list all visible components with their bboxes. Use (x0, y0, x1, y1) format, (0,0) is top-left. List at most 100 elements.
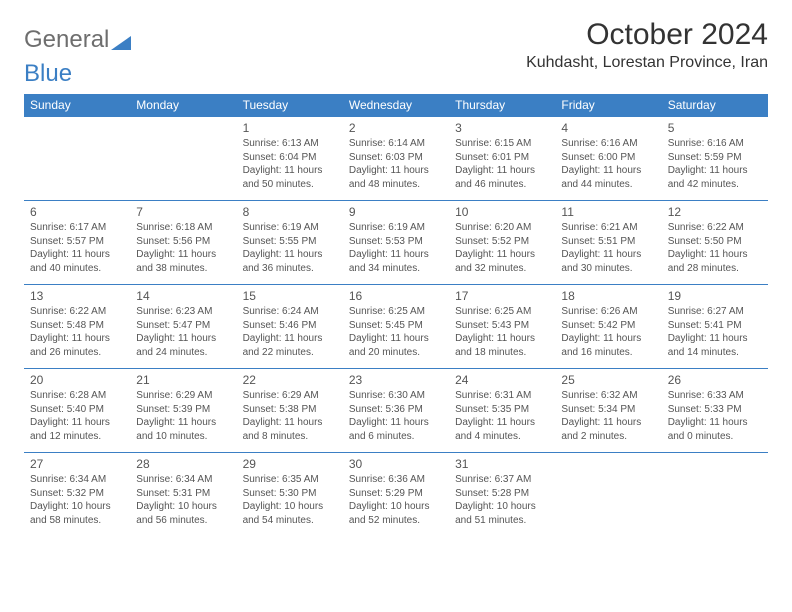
calendar-day-cell: 19Sunrise: 6:27 AMSunset: 5:41 PMDayligh… (662, 285, 768, 369)
calendar-day-cell: 6Sunrise: 6:17 AMSunset: 5:57 PMDaylight… (24, 201, 130, 285)
sunset-text: Sunset: 5:42 PM (561, 319, 655, 333)
sunset-text: Sunset: 5:52 PM (455, 235, 549, 249)
sunset-text: Sunset: 5:40 PM (30, 403, 124, 417)
sunset-text: Sunset: 5:41 PM (668, 319, 762, 333)
daylight-text: and 38 minutes. (136, 262, 230, 276)
day-number: 20 (30, 372, 124, 388)
day-number: 25 (561, 372, 655, 388)
sunset-text: Sunset: 5:59 PM (668, 151, 762, 165)
sunset-text: Sunset: 5:29 PM (349, 487, 443, 501)
calendar-day-cell: 27Sunrise: 6:34 AMSunset: 5:32 PMDayligh… (24, 453, 130, 537)
sunrise-text: Sunrise: 6:37 AM (455, 473, 549, 487)
sunrise-text: Sunrise: 6:28 AM (30, 389, 124, 403)
daylight-text: and 54 minutes. (243, 514, 337, 528)
title-block: October 2024 Kuhdasht, Lorestan Province… (526, 18, 768, 72)
calendar-day-cell: 3Sunrise: 6:15 AMSunset: 6:01 PMDaylight… (449, 117, 555, 201)
daylight-text: and 36 minutes. (243, 262, 337, 276)
sunrise-text: Sunrise: 6:18 AM (136, 221, 230, 235)
sunrise-text: Sunrise: 6:20 AM (455, 221, 549, 235)
sunset-text: Sunset: 5:51 PM (561, 235, 655, 249)
sunset-text: Sunset: 5:36 PM (349, 403, 443, 417)
day-number: 1 (243, 120, 337, 136)
day-header: Sunday (24, 94, 130, 117)
day-number: 18 (561, 288, 655, 304)
daylight-text: and 48 minutes. (349, 178, 443, 192)
day-number: 30 (349, 456, 443, 472)
day-number: 11 (561, 204, 655, 220)
daylight-text: Daylight: 10 hours (455, 500, 549, 514)
day-number: 6 (30, 204, 124, 220)
sunrise-text: Sunrise: 6:30 AM (349, 389, 443, 403)
calendar-day-cell: 9Sunrise: 6:19 AMSunset: 5:53 PMDaylight… (343, 201, 449, 285)
daylight-text: and 10 minutes. (136, 430, 230, 444)
daylight-text: and 22 minutes. (243, 346, 337, 360)
daylight-text: Daylight: 11 hours (561, 164, 655, 178)
daylight-text: Daylight: 11 hours (243, 332, 337, 346)
daylight-text: Daylight: 11 hours (455, 332, 549, 346)
calendar-day-cell: 17Sunrise: 6:25 AMSunset: 5:43 PMDayligh… (449, 285, 555, 369)
sunrise-text: Sunrise: 6:33 AM (668, 389, 762, 403)
daylight-text: Daylight: 11 hours (136, 416, 230, 430)
sunset-text: Sunset: 5:38 PM (243, 403, 337, 417)
daylight-text: and 18 minutes. (455, 346, 549, 360)
sunrise-text: Sunrise: 6:24 AM (243, 305, 337, 319)
calendar-day-cell: 23Sunrise: 6:30 AMSunset: 5:36 PMDayligh… (343, 369, 449, 453)
month-title: October 2024 (526, 18, 768, 52)
sunset-text: Sunset: 5:55 PM (243, 235, 337, 249)
calendar-day-cell: 30Sunrise: 6:36 AMSunset: 5:29 PMDayligh… (343, 453, 449, 537)
sunset-text: Sunset: 5:56 PM (136, 235, 230, 249)
sunset-text: Sunset: 5:33 PM (668, 403, 762, 417)
daylight-text: Daylight: 11 hours (30, 332, 124, 346)
day-number: 13 (30, 288, 124, 304)
sunset-text: Sunset: 5:43 PM (455, 319, 549, 333)
sunset-text: Sunset: 6:00 PM (561, 151, 655, 165)
calendar-day-cell: 29Sunrise: 6:35 AMSunset: 5:30 PMDayligh… (237, 453, 343, 537)
sunrise-text: Sunrise: 6:27 AM (668, 305, 762, 319)
day-number: 2 (349, 120, 443, 136)
daylight-text: and 28 minutes. (668, 262, 762, 276)
calendar-day-cell (130, 117, 236, 201)
sunset-text: Sunset: 5:31 PM (136, 487, 230, 501)
sunrise-text: Sunrise: 6:25 AM (455, 305, 549, 319)
daylight-text: Daylight: 11 hours (561, 332, 655, 346)
day-number: 8 (243, 204, 337, 220)
sunrise-text: Sunrise: 6:14 AM (349, 137, 443, 151)
day-number: 7 (136, 204, 230, 220)
daylight-text: and 24 minutes. (136, 346, 230, 360)
calendar-day-cell: 8Sunrise: 6:19 AMSunset: 5:55 PMDaylight… (237, 201, 343, 285)
sunset-text: Sunset: 5:32 PM (30, 487, 124, 501)
calendar-day-cell: 26Sunrise: 6:33 AMSunset: 5:33 PMDayligh… (662, 369, 768, 453)
day-number: 12 (668, 204, 762, 220)
calendar-day-cell: 1Sunrise: 6:13 AMSunset: 6:04 PMDaylight… (237, 117, 343, 201)
calendar-week-row: 6Sunrise: 6:17 AMSunset: 5:57 PMDaylight… (24, 201, 768, 285)
daylight-text: Daylight: 11 hours (668, 164, 762, 178)
calendar-day-cell: 24Sunrise: 6:31 AMSunset: 5:35 PMDayligh… (449, 369, 555, 453)
calendar-day-cell: 22Sunrise: 6:29 AMSunset: 5:38 PMDayligh… (237, 369, 343, 453)
daylight-text: and 40 minutes. (30, 262, 124, 276)
day-number: 19 (668, 288, 762, 304)
logo-sail-icon (111, 34, 133, 52)
day-number: 26 (668, 372, 762, 388)
daylight-text: Daylight: 10 hours (349, 500, 443, 514)
day-number: 31 (455, 456, 549, 472)
daylight-text: Daylight: 11 hours (136, 332, 230, 346)
daylight-text: Daylight: 11 hours (243, 164, 337, 178)
calendar-day-cell: 14Sunrise: 6:23 AMSunset: 5:47 PMDayligh… (130, 285, 236, 369)
logo: General (24, 18, 133, 54)
daylight-text: and 34 minutes. (349, 262, 443, 276)
sunset-text: Sunset: 5:46 PM (243, 319, 337, 333)
daylight-text: and 4 minutes. (455, 430, 549, 444)
daylight-text: and 51 minutes. (455, 514, 549, 528)
sunrise-text: Sunrise: 6:34 AM (30, 473, 124, 487)
daylight-text: Daylight: 11 hours (349, 164, 443, 178)
daylight-text: Daylight: 11 hours (243, 248, 337, 262)
daylight-text: and 32 minutes. (455, 262, 549, 276)
calendar-day-cell: 21Sunrise: 6:29 AMSunset: 5:39 PMDayligh… (130, 369, 236, 453)
calendar-day-cell: 18Sunrise: 6:26 AMSunset: 5:42 PMDayligh… (555, 285, 661, 369)
location: Kuhdasht, Lorestan Province, Iran (526, 54, 768, 72)
day-number: 3 (455, 120, 549, 136)
day-number: 17 (455, 288, 549, 304)
daylight-text: Daylight: 11 hours (561, 248, 655, 262)
day-header: Thursday (449, 94, 555, 117)
daylight-text: Daylight: 11 hours (561, 416, 655, 430)
